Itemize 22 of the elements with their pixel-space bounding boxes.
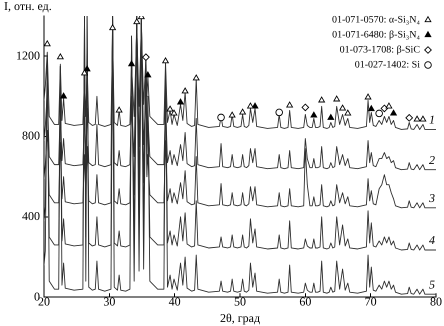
series-label: 3	[428, 190, 435, 205]
x-tick-label: 50	[234, 294, 246, 309]
x-axis-title: 2θ, град	[220, 310, 260, 325]
legend-label: 01-071-6480: β-Si₃N₄	[332, 30, 421, 41]
y-axis-title: I, отн. ед.	[4, 0, 52, 14]
legend-label: 01-073-1708: β-SiC	[340, 44, 420, 56]
y-tick-label: 400	[22, 209, 40, 224]
x-tick-label: 70	[364, 294, 377, 309]
legend-label: 01-071-0570: α-Si₃N₄	[332, 14, 421, 26]
y-tick-label: 0	[34, 289, 40, 304]
x-tick-label: 40	[168, 294, 181, 309]
x-tick-label: 80	[430, 294, 442, 309]
series-label: 2	[429, 152, 435, 167]
series-label: 4	[429, 233, 435, 248]
legend-label: 01-027-1402: Si	[354, 60, 420, 71]
series-label: 5	[429, 277, 435, 292]
y-tick-label: 1200	[16, 48, 40, 62]
series-label: 1	[429, 112, 435, 127]
x-tick-label: 60	[299, 294, 312, 309]
y-tick-label: 800	[22, 128, 40, 143]
x-tick-label: 20	[38, 294, 50, 309]
x-tick-label: 30	[103, 294, 116, 309]
